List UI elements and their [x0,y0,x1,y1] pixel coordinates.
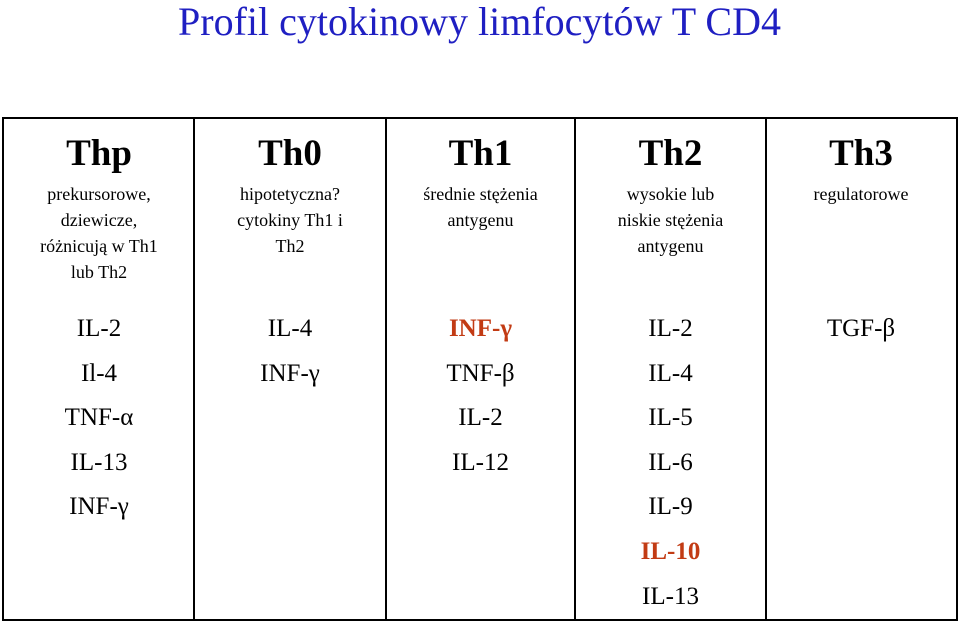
cytokine: INF-γ [260,359,320,387]
column-header: Th1 [448,133,513,174]
cytokine: IL-2 [76,315,122,342]
column-description: niskie stężenia [617,210,724,230]
cytokine: IL-2 [458,404,503,432]
column-description: średnie stężenia [423,184,538,204]
column-description: regulatorowe [813,184,909,204]
cytokine: IL-4 [648,359,693,387]
column-description: lub Th2 [70,262,128,282]
column-description: antygenu [637,236,704,256]
cytokine: IL-5 [648,404,693,432]
cytokine: INF-γ [69,493,129,521]
column-header: Th2 [638,133,703,174]
cytokine: IL-4 [267,315,313,342]
column-description: Th2 [275,236,305,256]
cytokine: TNF-α [64,404,134,432]
cytokine: IL-10 [640,538,701,565]
cytokine: IL-6 [648,448,693,476]
cytokine: INF-γ [448,315,513,342]
cytokine: IL-9 [648,493,693,521]
column-description: wysokie lub [626,184,715,204]
column-divider [765,119,767,619]
column-divider [574,119,576,619]
cytokine: TGF-β [826,315,896,342]
column-header: Th3 [829,133,893,174]
column-description: cytokiny Th1 i [237,210,343,230]
column-description: prekursorowe, [47,184,151,204]
column-header: Thp [66,133,132,174]
cytokine: TNF-β [446,359,515,387]
column-description: różnicują w Th1 [40,236,158,256]
column-description: dziewicze, [60,210,138,230]
cytokine: IL-13 [70,448,128,476]
column-description: antygenu [447,210,514,230]
column-description: hipotetyczna? [240,184,340,204]
slide-title: Profil cytokinowy limfocytów T CD4 [178,0,781,44]
table: Thp prekursorowe, dziewicze, różnicują w Th… [2,117,958,621]
cytokine: Il-4 [80,359,118,387]
column-divider [193,119,195,619]
cytokine: IL-2 [648,315,693,342]
column-header: Th0 [258,133,322,174]
cytokine: IL-13 [642,582,699,610]
cytokine: IL-12 [452,448,509,476]
column-divider [385,119,387,619]
